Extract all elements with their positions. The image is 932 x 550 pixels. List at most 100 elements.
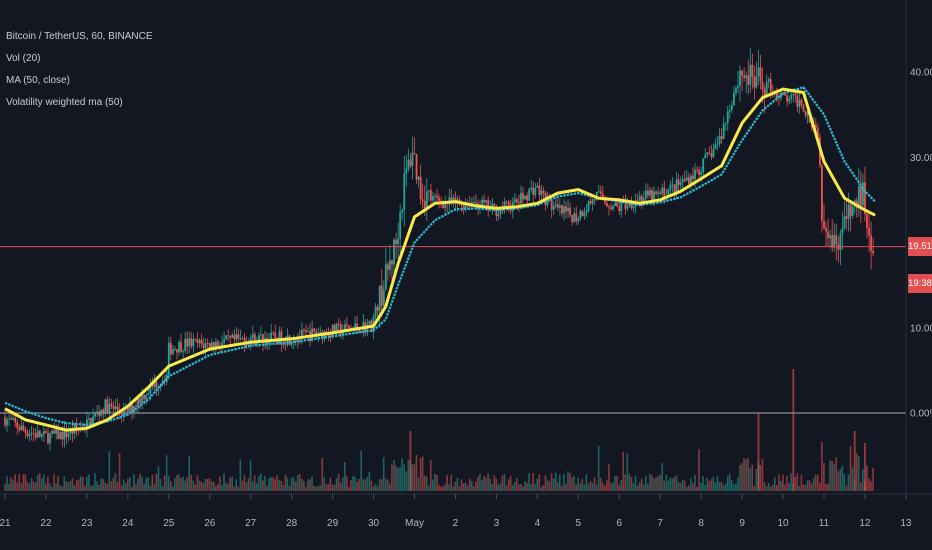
candle-body	[12, 417, 15, 420]
candle-body	[139, 398, 142, 404]
candle-body	[728, 109, 731, 112]
volume-bar	[237, 486, 240, 491]
volume-bar	[681, 479, 684, 491]
candle-body	[22, 425, 25, 430]
volume-bar	[391, 464, 393, 491]
volume-bar	[104, 482, 107, 491]
legend-vwma[interactable]: Volatility weighted ma (50)	[6, 97, 123, 108]
volume-bar	[415, 454, 418, 491]
volume-bar	[32, 481, 35, 491]
volume-bar	[432, 479, 434, 491]
volume-bar	[83, 485, 86, 491]
candle-body	[61, 431, 64, 440]
volume-bar	[92, 485, 94, 491]
volume-bar	[765, 486, 768, 491]
volume-bar	[614, 476, 616, 491]
volume-bar	[690, 478, 692, 491]
x-tick-label: 21	[0, 518, 11, 529]
volume-bar	[468, 478, 471, 491]
y-tick-label: 10.00%	[910, 323, 932, 334]
legend-vol[interactable]: Vol (20)	[6, 53, 41, 64]
volume-bar	[759, 465, 762, 491]
volume-bar	[110, 481, 113, 491]
candle-body	[290, 342, 293, 345]
volume-bar	[169, 480, 172, 491]
volume-bar	[311, 476, 313, 491]
volume-bar	[700, 482, 702, 491]
volume-bar	[8, 483, 10, 491]
volume-bar	[722, 485, 725, 491]
candle-body	[397, 238, 400, 244]
candle-body	[210, 342, 213, 349]
legend-ma[interactable]: MA (50, close)	[6, 75, 70, 86]
volume-bar	[419, 457, 422, 491]
volume-bar	[563, 474, 565, 491]
candle-body	[694, 169, 696, 180]
volume-bar	[298, 473, 301, 491]
volume-bar	[501, 475, 504, 491]
candle-body	[579, 210, 582, 219]
candle-body	[296, 337, 299, 342]
volume-bar	[735, 483, 737, 491]
candle-body	[384, 264, 387, 290]
candle-body	[759, 67, 762, 82]
volume-bar	[651, 475, 653, 491]
candle-body	[10, 418, 13, 420]
volume-bar	[139, 473, 141, 491]
volume-bar	[325, 484, 328, 491]
volume-bar	[79, 476, 82, 491]
candle-body	[831, 235, 834, 248]
volume-bar	[434, 473, 436, 491]
candle-body	[561, 205, 563, 214]
legend-symbol[interactable]: Bitcoin / TetherUS, 60, BINANCE	[6, 31, 153, 42]
candle-body	[255, 342, 258, 345]
volume-bar	[540, 486, 543, 491]
candle-body	[413, 152, 416, 155]
volume-bar	[86, 476, 88, 491]
candle-body	[403, 173, 406, 211]
candle-body	[382, 289, 385, 306]
candle-body	[329, 335, 332, 337]
volume-bar	[593, 477, 596, 491]
volume-bar	[309, 479, 311, 491]
candle-body	[675, 179, 678, 192]
candle-body	[599, 191, 602, 194]
volume-bar	[460, 479, 463, 491]
candle-body	[661, 187, 664, 194]
volume-bar	[366, 476, 369, 491]
volume-bar	[518, 484, 520, 491]
volume-bar	[163, 475, 166, 491]
volume-bar	[436, 474, 438, 491]
candle-body	[409, 159, 412, 167]
candle-body	[581, 210, 584, 217]
candle-body	[712, 148, 715, 157]
volume-bar	[192, 480, 195, 491]
volume-bar	[81, 476, 84, 491]
volume-bar	[145, 478, 147, 491]
volume-bar	[470, 480, 473, 491]
candle-body	[294, 340, 297, 342]
volume-bar	[65, 481, 68, 491]
candle-body	[208, 343, 211, 349]
volume-bar	[98, 484, 100, 491]
candle-body	[464, 203, 467, 208]
volume-bar	[161, 486, 164, 491]
volume-bar	[286, 477, 289, 491]
candle-body	[872, 250, 875, 254]
candle-body	[835, 234, 838, 245]
volume-bar	[395, 465, 397, 491]
volume-bar	[859, 482, 862, 491]
candle-body	[94, 413, 96, 417]
volume-bar	[481, 480, 483, 491]
volume-bar	[610, 483, 612, 491]
candle-body	[763, 89, 766, 97]
volume-bar	[348, 486, 350, 491]
candle-body	[122, 408, 125, 416]
volume-bar	[573, 476, 575, 491]
candle-body	[847, 204, 850, 219]
volume-bar	[16, 482, 18, 491]
candle-body	[167, 342, 170, 375]
candle-body	[710, 153, 713, 157]
volume-bar	[157, 466, 160, 491]
